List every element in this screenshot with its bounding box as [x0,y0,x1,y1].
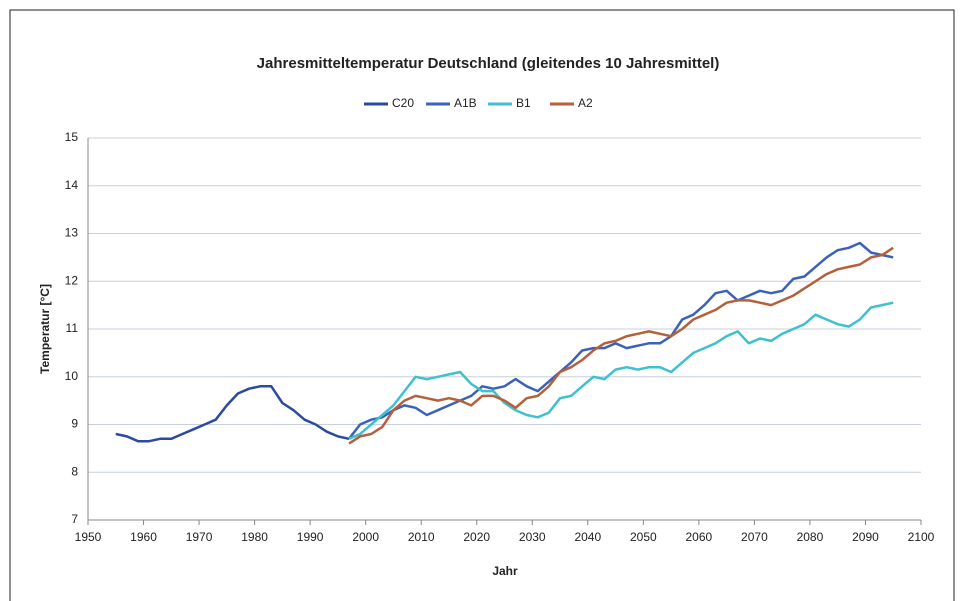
x-axis-label: Jahr [492,564,518,578]
series-line [115,385,350,443]
series-line [348,241,894,440]
y-tick-label: 12 [65,273,79,287]
x-tick-label: 2100 [908,530,935,544]
x-tick-label: 1980 [241,530,268,544]
y-tick-label: 10 [65,369,79,383]
x-tick-label: 2020 [463,530,490,544]
y-tick-label: 14 [65,178,79,192]
x-tick-label: 1950 [75,530,102,544]
x-tick-label: 1960 [130,530,157,544]
x-tick-label: 1970 [186,530,213,544]
y-axis-label: Temperatur [°C] [38,284,52,374]
y-tick-label: 11 [66,321,79,335]
series-line [348,246,894,445]
x-tick-label: 2030 [519,530,546,544]
y-tick-label: 8 [71,464,78,478]
x-tick-label: 2070 [741,530,768,544]
series-line [348,301,894,440]
y-tick-label: 15 [65,130,79,144]
x-tick-label: 2080 [797,530,824,544]
x-tick-label: 2000 [352,530,379,544]
legend-label: A2 [578,96,593,110]
y-tick-label: 7 [71,512,78,526]
y-tick-label: 13 [65,226,79,240]
chart-title: Jahresmitteltemperatur Deutschland (glei… [257,55,720,72]
x-tick-label: 2050 [630,530,657,544]
x-tick-label: 2010 [408,530,435,544]
x-tick-label: 2040 [574,530,601,544]
x-tick-label: 1990 [297,530,324,544]
legend-label: B1 [516,96,531,110]
frame [9,9,955,601]
y-tick-label: 9 [71,417,78,431]
x-tick-label: 2060 [686,530,713,544]
legend-label: C20 [392,96,414,110]
legend-label: A1B [454,96,477,110]
x-tick-label: 2090 [852,530,879,544]
